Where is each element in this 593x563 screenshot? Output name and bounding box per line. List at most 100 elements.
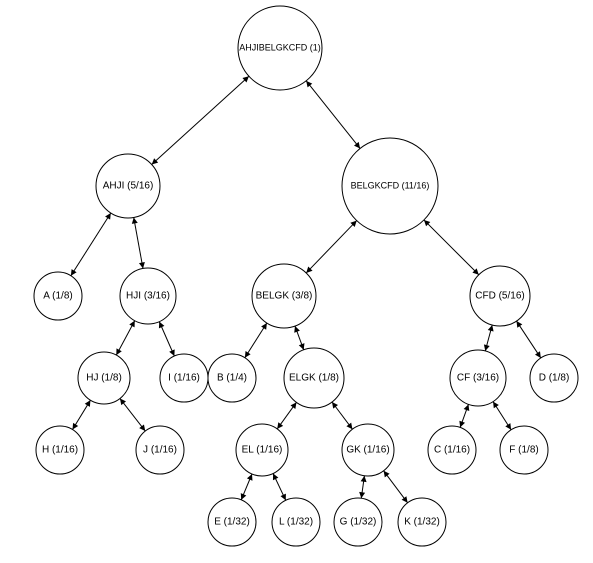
node-label: C (1/16) — [434, 445, 470, 456]
edge-arrowhead — [361, 476, 367, 482]
edge-arrowhead — [290, 402, 296, 409]
tree-edge — [306, 221, 356, 273]
tree-node: AHJIBELGKCFD (1) — [238, 6, 322, 90]
edge-line — [120, 399, 145, 432]
edge-line — [245, 323, 267, 358]
tree-node: HJI (3/16) — [120, 268, 176, 324]
tree-edge — [132, 217, 145, 268]
tree-node: AHJI (5/16) — [96, 154, 160, 218]
edge-arrowhead — [332, 402, 338, 409]
tree-node: H (1/16) — [36, 426, 84, 474]
tree-node: I (1/16) — [160, 354, 208, 402]
node-label: I (1/16) — [168, 373, 200, 384]
edge-arrowhead — [73, 423, 79, 430]
node-label: G (1/32) — [340, 517, 377, 528]
node-label: HJI (3/16) — [126, 291, 170, 302]
tree-edge — [116, 321, 134, 355]
tree-edge — [73, 400, 91, 429]
tree-edge — [306, 81, 360, 149]
tree-edge — [120, 399, 145, 432]
tree-edge — [294, 326, 304, 350]
tree-node: F (1/8) — [500, 426, 548, 474]
tree-edge — [484, 325, 494, 351]
edge-arrowhead — [105, 213, 111, 220]
edge-arrowhead — [359, 492, 365, 498]
tree-node: BELGK (3/8) — [252, 264, 316, 328]
edge-arrowhead — [516, 321, 522, 328]
tree-node: D (1/8) — [530, 354, 578, 402]
edge-arrowhead — [384, 471, 390, 478]
edge-line — [134, 217, 143, 268]
edge-arrowhead — [493, 402, 499, 409]
nodes-layer: AHJIBELGKCFD (1) AHJI (5/16) BELGKCFD (11/… — [34, 6, 578, 546]
tree-node: EL (1/16) — [236, 424, 288, 476]
node-label: J (1/16) — [143, 445, 177, 456]
tree-node: ELGK (1/8) — [284, 348, 344, 408]
tree-edge — [277, 402, 296, 429]
edge-arrowhead — [71, 269, 77, 276]
tree-diagram: AHJIBELGKCFD (1) AHJI (5/16) BELGKCFD (11/… — [0, 0, 593, 563]
node-label: BELGK (3/8) — [256, 291, 313, 302]
node-label: CFD (5/16) — [475, 291, 524, 302]
edge-line — [152, 76, 249, 164]
tree-node: CF (3/16) — [450, 350, 506, 406]
tree-edge — [152, 76, 249, 164]
tree-node: K (1/32) — [398, 498, 446, 546]
edge-arrowhead — [346, 423, 352, 430]
node-label: L (1/32) — [279, 517, 313, 528]
edge-arrowhead — [488, 325, 494, 332]
edge-arrowhead — [277, 422, 283, 429]
edge-arrowhead — [245, 351, 251, 358]
edge-arrowhead — [120, 399, 126, 406]
edge-arrowhead — [535, 351, 541, 358]
edge-arrowhead — [306, 81, 312, 88]
node-label: B (1/4) — [217, 373, 247, 384]
node-label: HJ (1/8) — [86, 373, 122, 384]
edge-line — [516, 321, 540, 358]
edge-arrowhead — [139, 424, 145, 431]
edge-arrowhead — [261, 323, 267, 330]
node-label: A (1/8) — [43, 291, 72, 302]
node-label: GK (1/16) — [346, 445, 389, 456]
tree-node: E (1/32) — [208, 498, 256, 546]
edge-line — [306, 81, 360, 149]
tree-edge — [159, 322, 175, 356]
tree-node: B (1/4) — [208, 354, 256, 402]
edge-arrowhead — [402, 496, 408, 503]
node-label: F (1/8) — [509, 445, 538, 456]
tree-edge — [424, 220, 479, 275]
node-label: H (1/16) — [42, 445, 78, 456]
tree-edge — [71, 213, 111, 276]
tree-edge — [516, 321, 540, 358]
node-label: K (1/32) — [404, 517, 440, 528]
node-label: EL (1/16) — [242, 445, 283, 456]
tree-node: CFD (5/16) — [470, 266, 530, 326]
node-label: E (1/32) — [214, 517, 250, 528]
tree-node: G (1/32) — [334, 498, 382, 546]
tree-node: L (1/32) — [272, 498, 320, 546]
tree-edge — [493, 402, 511, 430]
tree-node: C (1/16) — [428, 426, 476, 474]
node-label: AHJI (5/16) — [103, 181, 154, 192]
edge-arrowhead — [139, 262, 145, 268]
tree-node: GK (1/16) — [342, 424, 394, 476]
node-label: ELGK (1/8) — [289, 373, 339, 384]
edge-line — [71, 213, 111, 276]
tree-node: A (1/8) — [34, 272, 82, 320]
node-label: CF (3/16) — [457, 373, 499, 384]
tree-edge — [245, 323, 267, 358]
tree-node: J (1/16) — [136, 426, 184, 474]
node-label: D (1/8) — [539, 373, 570, 384]
edge-line — [424, 220, 479, 275]
edge-arrowhead — [484, 344, 490, 351]
edge-arrowhead — [354, 142, 360, 149]
edge-arrowhead — [132, 217, 138, 223]
tree-node: BELGKCFD (11/16) — [342, 138, 438, 234]
edge-arrowhead — [85, 400, 91, 407]
node-label: BELGKCFD (11/16) — [351, 180, 430, 190]
edge-line — [306, 221, 356, 273]
edge-arrowhead — [505, 423, 511, 430]
tree-edge — [359, 476, 366, 498]
tree-edge — [384, 471, 408, 503]
tree-edge — [459, 404, 469, 427]
